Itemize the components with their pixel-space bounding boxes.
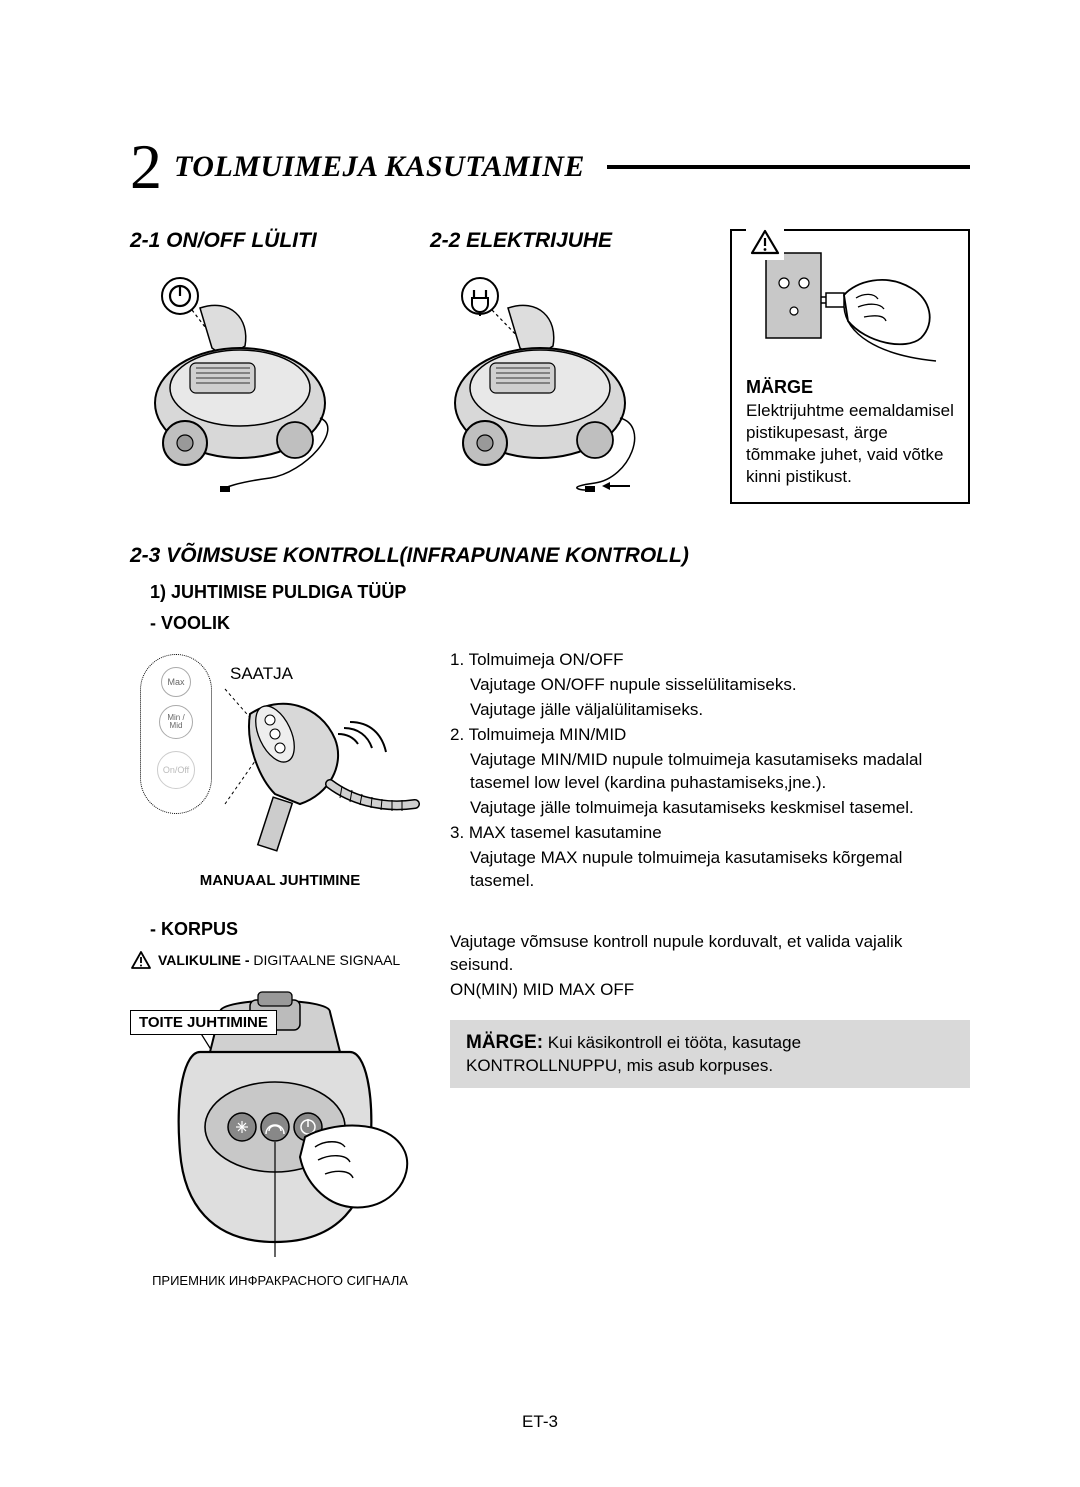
handle-figure [220,684,420,854]
chapter-rule [607,165,970,169]
optional-bold: VALIKULINE - [158,952,253,968]
remote-btn-max: Max [161,667,191,697]
warning-icon [130,950,152,970]
vacuum-onoff-figure [130,268,360,498]
sec23-sub1: 1) JUHTIMISE PULDIGA TÜÜP [150,582,970,603]
receiver-label: ПРИЕМНИК ИНФРАКРАСНОГО СИГНАЛА [130,1273,430,1288]
korpus-row: - KORPUS VALIKULINE - DIGITAALNE SIGNAAL… [130,901,970,1292]
gray-note: MÄRGE: Kui käsikontroll ei tööta, kasuta… [450,1020,970,1089]
voolik-heading: - VOOLIK [150,613,430,634]
vacuum-cord-figure [430,268,660,498]
unplug-figure [746,243,956,368]
page-number: ET-3 [522,1412,558,1432]
note-text: Elektrijuhtme eemaldamisel pistikupesast… [746,400,954,488]
power-control-label: TOITE JUHTIMINE [130,1010,277,1035]
remote-figure: Max Min / Mid On/Off SAATJA [130,644,430,864]
list-item: Vajutage jälle väljalülitamiseks. [450,699,970,722]
korpus-text-1: Vajutage võmsuse kontroll nupule korduva… [450,931,970,977]
gray-note-head: MÄRGE: [466,1032,543,1053]
list-item: 2. Tolmuimeja MIN/MID [450,724,970,747]
korpus-right: Vajutage võmsuse kontroll nupule korduva… [450,901,970,1292]
remote-outline: Max Min / Mid On/Off [140,654,212,814]
sec22-heading: 2-2 ELEKTRIJUHE [430,229,710,253]
chapter-heading: 2 TOLMUIMEJA KASUTAMINE [130,135,970,199]
korpus-text-2: ON(MIN) MID MAX OFF [450,979,970,1002]
list-item: Vajutage MAX nupule tolmuimeja kasutamis… [450,847,970,893]
manual-control-label: MANUAAL JUHTIMINE [130,872,430,889]
remote-btn-onoff: On/Off [157,751,195,789]
saatja-label: SAATJA [230,664,293,684]
voolik-right: 1. Tolmuimeja ON/OFF Vajutage ON/OFF nup… [450,613,970,894]
chapter-number: 2 [130,135,162,199]
instruction-list: 1. Tolmuimeja ON/OFF Vajutage ON/OFF nup… [450,649,970,892]
optional-row: VALIKULINE - DIGITAALNE SIGNAAL [130,950,430,970]
list-item: Vajutage MIN/MID nupule tolmuimeja kasut… [450,749,970,795]
section-2-1: 2-1 ON/OFF LÜLITI [130,229,410,504]
voolik-row: - VOOLIK Max Min / Mid On/Off SAATJA [130,613,970,894]
sec21-heading: 2-1 ON/OFF LÜLITI [130,229,410,253]
list-item: 3. MAX tasemel kasutamine [450,822,970,845]
list-item: Vajutage ON/OFF nupule sisselülitamiseks… [450,674,970,697]
korpus-heading: - KORPUS [150,919,430,940]
sec23-heading: 2-3 VÕIMSUSE KONTROLL(INFRAPUNANE KONTRO… [130,544,970,568]
note-label: MÄRGE [746,377,954,398]
warning-icon [746,229,784,260]
korpus-left: - KORPUS VALIKULINE - DIGITAALNE SIGNAAL… [130,901,430,1292]
voolik-left: - VOOLIK Max Min / Mid On/Off SAATJA [130,613,430,894]
body-figure: TOITE JUHTIMINE [130,982,430,1292]
list-item: 1. Tolmuimeja ON/OFF [450,649,970,672]
section-2-2: 2-2 ELEKTRIJUHE [430,229,710,504]
note-box: MÄRGE Elektrijuhtme eemaldamisel pistiku… [730,229,970,504]
top-row: 2-1 ON/OFF LÜLITI [130,229,970,504]
optional-rest: DIGITAALNE SIGNAAL [253,952,400,968]
list-item: Vajutage jälle tolmuimeja kasutamiseks k… [450,797,970,820]
chapter-title: TOLMUIMEJA KASUTAMINE [174,150,585,184]
remote-btn-mid: Min / Mid [159,705,193,739]
